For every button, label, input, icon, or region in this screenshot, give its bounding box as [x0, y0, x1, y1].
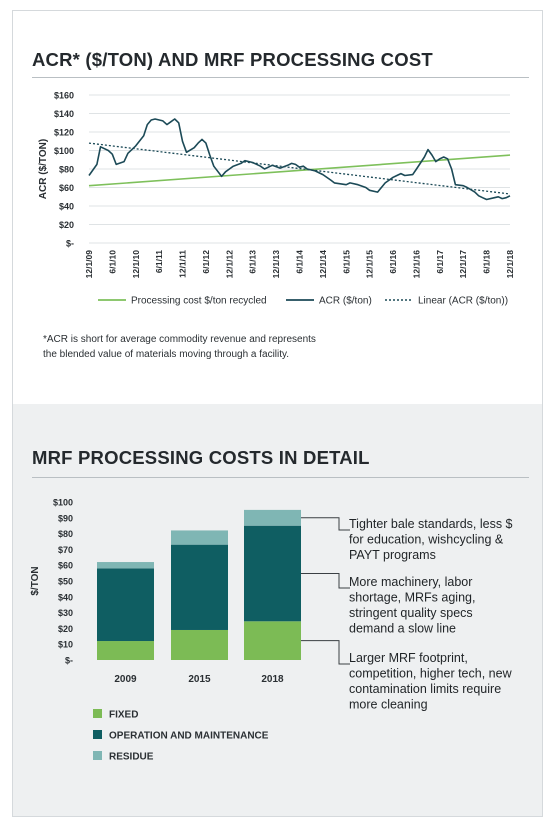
bar-segment-fixed [244, 621, 301, 660]
legend-swatch [93, 730, 102, 739]
y-tick-label: $120 [54, 128, 74, 138]
bar-segment-operation-and-maintenance [244, 525, 301, 622]
cost-chart-title: MRF PROCESSING COSTS IN DETAIL [32, 447, 370, 468]
y-axis-title: ACR ($/TON) [38, 139, 49, 199]
x-tick-label: 6/1/16 [388, 250, 398, 274]
x-tick-label: 6/1/10 [107, 250, 117, 274]
y-tick-label: $80 [58, 529, 73, 539]
title-divider [32, 77, 529, 78]
legend-label: OPERATION AND MAINTENANCE [109, 731, 269, 742]
bar-segment-fixed [97, 641, 154, 660]
acr-chart-panel: ACR* ($/TON) AND MRF PROCESSING COST $- $… [13, 11, 542, 404]
x-tick-label: 6/1/17 [435, 250, 445, 274]
annotation-text: Larger MRF footprint, [349, 651, 468, 665]
bar-segment-residue [244, 509, 301, 526]
x-tick-label: 6/1/18 [482, 250, 492, 274]
annotation-text: PAYT programs [349, 548, 436, 562]
y-tick-label: $60 [58, 561, 73, 571]
legend-label: Processing cost $/ton recycled [131, 296, 267, 307]
y-tick-label: $10 [58, 640, 73, 650]
y-tick-label: $- [65, 656, 73, 666]
x-tick-label: 6/1/11 [154, 250, 164, 273]
x-tick-label: 12/1/10 [131, 250, 141, 279]
annotation-text: Tighter bale standards, less $ [349, 517, 513, 531]
y-tick-label: $90 [58, 513, 73, 523]
acr-line-chart: $- $20 $40 $60 $80 $100 $120 $140 $160 ACR ($/TON… [38, 91, 515, 307]
x-tick-label: 12/1/16 [411, 250, 421, 279]
annotation-text: competition, higher tech, new [349, 667, 513, 681]
y-tick-label: $60 [59, 183, 74, 193]
x-tick-label: 12/1/15 [365, 250, 375, 279]
bar-segment-residue [97, 562, 154, 569]
legend-label: ACR ($/ton) [319, 296, 372, 307]
y-tick-label: $- [66, 239, 74, 249]
annotation-text: for education, wishcycling & [349, 533, 504, 547]
y-tick-label: $30 [58, 608, 73, 618]
annotation-text: stringent quality specs [349, 606, 473, 620]
y-tick-label: $20 [58, 624, 73, 634]
y-tick-label: $20 [59, 220, 74, 230]
x-category-label: 2018 [261, 674, 284, 685]
x-tick-label: 12/1/09 [84, 250, 94, 279]
y-tick-label: $80 [59, 165, 74, 175]
bar-segment-residue [171, 530, 228, 545]
processing-cost-line [88, 154, 511, 187]
annotation-leader-line [301, 517, 350, 531]
title-divider [32, 477, 529, 478]
cost-stacked-bar-chart: $- $10 $20 $30 $40 $50 $60 $70 $80 $90 $100 $/TON 20… [30, 498, 513, 763]
legend-label: Linear (ACR ($/ton)) [418, 296, 508, 307]
acr-linear-trend-line [88, 142, 511, 195]
y-tick-label: $40 [58, 592, 73, 602]
legend-swatch [93, 751, 102, 760]
footnote-line: *ACR is short for average commodity reve… [43, 334, 316, 345]
footnote-line: the blended value of materials moving th… [43, 348, 290, 360]
x-tick-label: 6/1/13 [248, 250, 258, 274]
x-tick-label: 6/1/14 [295, 250, 305, 274]
legend-label: FIXED [109, 710, 138, 721]
annotation-text: demand a slow line [349, 622, 456, 636]
x-tick-label: 12/1/17 [458, 250, 468, 279]
y-tick-label: $70 [58, 545, 73, 555]
x-category-label: 2015 [188, 674, 211, 685]
annotation-leader-line [301, 572, 350, 589]
y-tick-label: $140 [54, 109, 74, 119]
x-tick-label: 6/1/12 [201, 250, 211, 274]
legend-swatch [93, 709, 102, 718]
y-tick-label: $160 [54, 91, 74, 101]
x-tick-label: 12/1/18 [505, 250, 515, 279]
annotation-text: shortage, MRFs aging, [349, 591, 475, 605]
acr-footnote: *ACR is short for average commodity reve… [43, 333, 343, 362]
annotation-leader-line [301, 640, 350, 665]
x-tick-label: 12/1/14 [318, 250, 328, 279]
y-tick-label: $50 [58, 577, 73, 587]
x-tick-label: 12/1/13 [271, 250, 281, 279]
bar-segment-operation-and-maintenance [171, 544, 228, 630]
annotation-text: more cleaning [349, 698, 428, 712]
acr-line [88, 118, 511, 201]
y-tick-label: $100 [54, 146, 74, 156]
y-tick-label: $100 [53, 498, 73, 508]
x-tick-label: 12/1/11 [178, 250, 188, 278]
y-tick-label: $40 [59, 202, 74, 212]
cost-detail-panel: MRF PROCESSING COSTS IN DETAIL $- $10 $20 $… [13, 404, 542, 816]
bar-segment-fixed [171, 629, 228, 660]
annotation-text: More machinery, labor [349, 575, 472, 589]
bar-segment-operation-and-maintenance [97, 568, 154, 642]
x-tick-label: 6/1/15 [341, 250, 351, 274]
x-tick-label: 12/1/12 [224, 250, 234, 279]
legend-label: RESIDUE [109, 752, 154, 763]
infographic-frame: ACR* ($/TON) AND MRF PROCESSING COST $- $… [12, 10, 543, 817]
x-category-label: 2009 [114, 674, 137, 685]
acr-chart-title: ACR* ($/TON) AND MRF PROCESSING COST [32, 49, 433, 70]
annotation-text: contamination limits require [349, 682, 501, 696]
y-axis-title: $/TON [30, 566, 41, 595]
